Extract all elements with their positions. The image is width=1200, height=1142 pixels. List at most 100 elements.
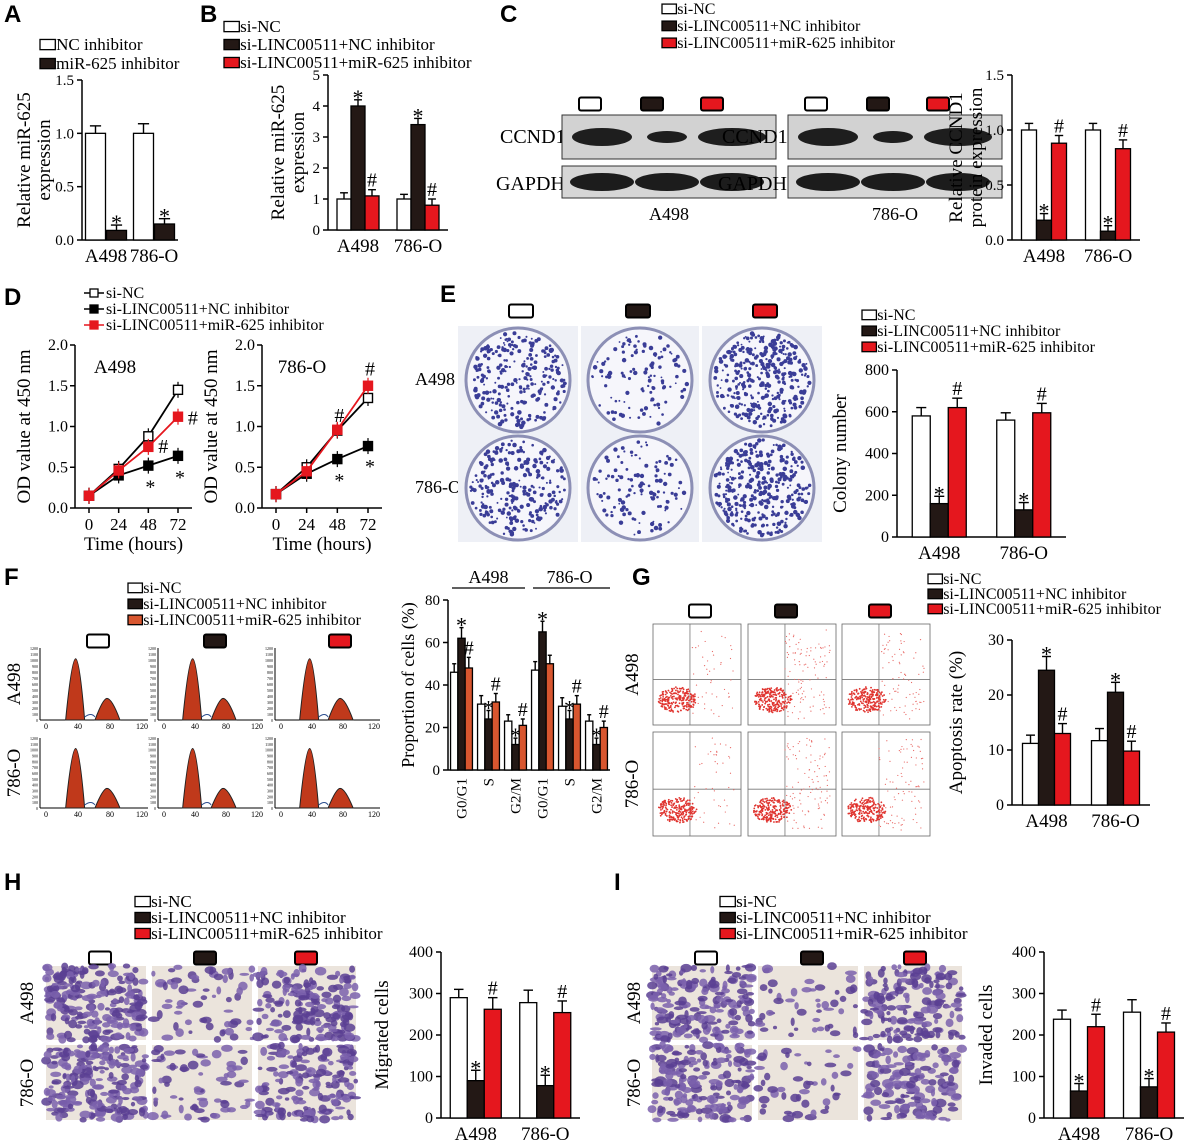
event-dot bbox=[886, 778, 888, 780]
stained-cell bbox=[88, 964, 99, 970]
event-dot bbox=[671, 689, 674, 692]
stained-cell bbox=[209, 966, 214, 976]
colony bbox=[723, 507, 726, 510]
stained-cell bbox=[314, 966, 327, 976]
colony bbox=[789, 474, 793, 478]
event-dot bbox=[669, 706, 672, 709]
event-dot bbox=[860, 817, 863, 820]
event-dot bbox=[847, 807, 850, 810]
event-dot bbox=[823, 754, 826, 756]
event-dot bbox=[783, 816, 785, 819]
event-dot bbox=[894, 690, 896, 692]
event-dot bbox=[865, 818, 868, 821]
significance-hash: # bbox=[188, 407, 198, 429]
event-dot bbox=[660, 813, 663, 816]
colony bbox=[770, 513, 774, 517]
event-dot bbox=[869, 818, 872, 820]
event-dot bbox=[761, 803, 764, 805]
event-dot bbox=[794, 678, 796, 681]
event-dot bbox=[678, 804, 681, 807]
colony bbox=[475, 479, 478, 482]
colony bbox=[748, 479, 753, 483]
colony bbox=[776, 357, 781, 362]
colony bbox=[758, 340, 762, 343]
event-dot bbox=[823, 694, 825, 696]
event-dot bbox=[801, 810, 804, 812]
event-dot bbox=[861, 689, 864, 692]
stained-cell bbox=[236, 986, 243, 996]
colony bbox=[770, 418, 774, 421]
event-dot bbox=[687, 818, 690, 821]
significance-hash: # bbox=[488, 978, 498, 1000]
event-dot bbox=[824, 655, 826, 657]
colony bbox=[807, 492, 811, 496]
event-dot bbox=[864, 706, 867, 708]
event-dot bbox=[779, 805, 782, 808]
event-dot bbox=[770, 694, 773, 697]
colony bbox=[786, 486, 789, 489]
flow-scatter-plot bbox=[747, 731, 837, 837]
colony bbox=[622, 342, 626, 346]
colony bbox=[742, 350, 745, 354]
data-point bbox=[362, 440, 374, 452]
colony bbox=[757, 511, 760, 514]
event-dot bbox=[880, 705, 883, 708]
hist-y-tick-label: 500 bbox=[32, 777, 38, 782]
event-dot bbox=[732, 670, 734, 672]
chart-title: 786-O bbox=[278, 357, 327, 378]
colony bbox=[717, 471, 722, 476]
colony bbox=[767, 389, 770, 393]
stained-cell bbox=[337, 1077, 350, 1083]
event-dot bbox=[765, 800, 768, 803]
colony bbox=[678, 480, 683, 485]
stained-cell bbox=[317, 1092, 324, 1101]
colony bbox=[481, 396, 486, 401]
stained-cell bbox=[63, 1030, 73, 1040]
stained-cell bbox=[104, 1007, 111, 1011]
event-dot bbox=[861, 797, 864, 800]
event-dot bbox=[891, 698, 893, 700]
significance-hash: # bbox=[572, 676, 582, 698]
colony bbox=[627, 376, 632, 381]
event-dot bbox=[864, 700, 867, 703]
stained-cell bbox=[94, 1017, 101, 1026]
event-dot bbox=[779, 810, 782, 813]
event-dot bbox=[710, 751, 712, 753]
colony bbox=[771, 467, 775, 471]
event-dot bbox=[879, 809, 881, 811]
plot-frame bbox=[652, 623, 742, 726]
event-dot bbox=[683, 816, 685, 818]
event-dot bbox=[802, 680, 804, 682]
colony bbox=[647, 484, 651, 488]
colony bbox=[534, 418, 537, 422]
colony bbox=[786, 341, 789, 344]
hist-x-tick-label: 80 bbox=[339, 722, 347, 731]
stained-cell bbox=[265, 1003, 272, 1009]
colony bbox=[494, 445, 500, 451]
event-dot bbox=[849, 807, 852, 810]
colony bbox=[516, 508, 520, 512]
event-dot bbox=[808, 654, 810, 657]
colony bbox=[639, 408, 644, 412]
legend-swatch bbox=[861, 341, 878, 353]
y-tick-label: 1.5 bbox=[48, 378, 68, 395]
colony bbox=[512, 505, 517, 510]
stained-cell bbox=[255, 1100, 265, 1110]
colony bbox=[517, 410, 522, 415]
colony bbox=[548, 375, 552, 379]
stained-cell bbox=[673, 1006, 684, 1011]
event-dot bbox=[786, 698, 789, 701]
stained-cell bbox=[341, 995, 352, 1002]
colony bbox=[592, 365, 598, 370]
bar bbox=[1032, 412, 1052, 538]
colony bbox=[781, 443, 786, 448]
event-dot bbox=[666, 819, 669, 821]
significance-hash: # bbox=[557, 981, 567, 1003]
colony bbox=[506, 402, 509, 405]
colony bbox=[540, 476, 543, 480]
event-dot bbox=[779, 818, 781, 821]
stained-cell bbox=[67, 1103, 74, 1110]
hist-y-tick-label: 1100 bbox=[30, 742, 38, 747]
colony bbox=[522, 450, 525, 454]
event-dot bbox=[815, 787, 817, 789]
